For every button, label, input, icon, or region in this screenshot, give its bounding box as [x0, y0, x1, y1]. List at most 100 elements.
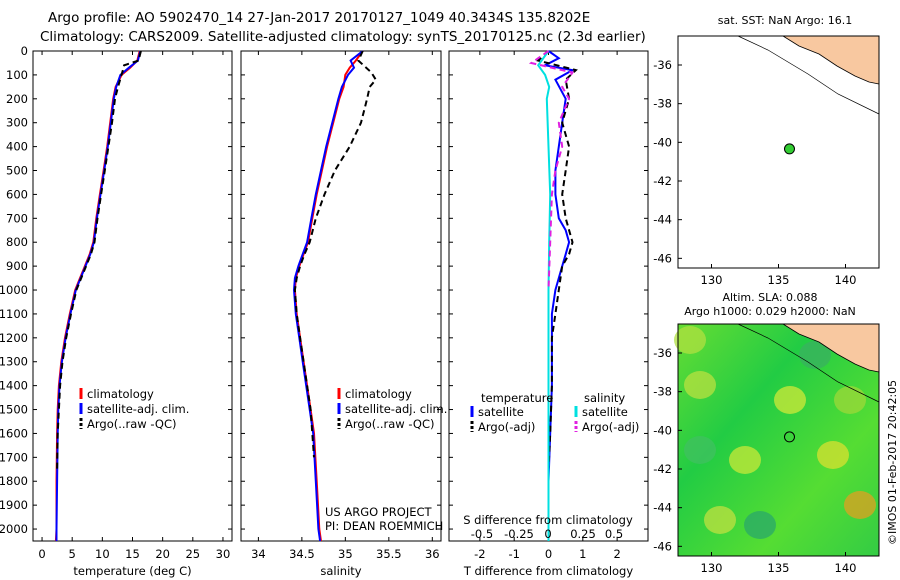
sst-map-isobath	[737, 35, 880, 115]
legend-label: Argo(-adj)	[478, 420, 535, 434]
x-tick-label: 25	[185, 547, 200, 561]
x-tick-label: 15	[125, 547, 140, 561]
sla-anomaly	[684, 371, 716, 399]
legend-label: climatology	[87, 387, 154, 401]
depth-tick-label: 700	[6, 211, 28, 225]
x-tick-label: 5	[69, 547, 76, 561]
lat-tick-label: -46	[653, 539, 672, 553]
depth-tick-label: 1900	[0, 498, 28, 512]
legend-header-salinity: salinity	[584, 391, 625, 405]
legend-label: Argo(-adj)	[582, 420, 639, 434]
sla-anomaly	[684, 436, 716, 464]
x-axis-label: salinity	[320, 564, 361, 578]
legend-label: satellite	[478, 405, 524, 419]
lat-tick-label: -38	[653, 97, 672, 111]
lat-tick-label: -46	[653, 251, 672, 265]
series-line-s-satellite	[536, 50, 552, 541]
x-tick-label: 10	[95, 547, 110, 561]
title-line1: Argo profile: AO 5902470_14 27-Jan-2017 …	[48, 10, 591, 26]
sla-anomaly	[844, 491, 876, 519]
sla-map-land	[781, 323, 880, 373]
depth-tick-label: 100	[6, 68, 28, 82]
lon-tick-label: 140	[835, 273, 857, 287]
argo-float-marker	[783, 431, 795, 443]
sla-anomaly	[674, 326, 706, 354]
sla-map-title-line2: Argo h1000: 0.029 h2000: NaN	[684, 305, 856, 318]
lat-tick-label: -36	[653, 346, 672, 360]
lat-tick-label: -42	[653, 462, 672, 476]
lat-tick-label: -44	[653, 501, 672, 515]
series-line-satellite-adj-clim-	[292, 50, 364, 542]
depth-tick-label: 1700	[0, 450, 28, 464]
lon-tick-label: 130	[701, 273, 723, 287]
lat-tick-label: -44	[653, 213, 672, 227]
depth-tick-label: 400	[6, 140, 28, 154]
series-line-s-argo-adj-	[528, 50, 575, 291]
legend-label: climatology	[345, 387, 412, 401]
x-tick-label: 34	[251, 547, 266, 561]
title-line2: Climatology: CARS2009. Satellite-adjuste…	[40, 29, 646, 45]
x-tick-label: 1	[579, 547, 586, 561]
depth-tick-label: 1500	[0, 403, 28, 417]
series-line-climatology	[54, 50, 141, 542]
series-line-climatology	[293, 50, 364, 542]
x-tick-label: 0	[38, 547, 45, 561]
x-tick-label: 35	[338, 547, 353, 561]
x-axis-label: T difference from climatology	[463, 564, 634, 578]
argo-float-marker	[783, 143, 795, 155]
series-line-t-argo-adj-	[536, 50, 578, 470]
x-axis-label: temperature (deg C)	[73, 564, 191, 578]
depth-tick-label: 0	[21, 44, 28, 58]
lat-tick-label: -42	[653, 174, 672, 188]
x-tick-label: 2	[613, 547, 620, 561]
lon-tick-label: 140	[835, 561, 857, 575]
series-line-argo-raw-qc-	[293, 50, 378, 458]
x-axis-label-top: S difference from climatology	[463, 513, 633, 527]
pi-annotation: PI: DEAN ROEMMICH	[325, 519, 443, 533]
s-tick-label: -0.25	[504, 527, 534, 541]
temperature-panel-frame	[32, 50, 233, 542]
lat-tick-label: -38	[653, 385, 672, 399]
x-tick-label: 35.5	[376, 547, 402, 561]
legend-label: satellite	[582, 405, 628, 419]
legend-label: satellite-adj. clim.	[345, 402, 447, 416]
depth-tick-label: 2000	[0, 522, 28, 536]
sst-map-title: sat. SST: NaN Argo: 16.1	[718, 14, 852, 27]
sla-anomaly	[744, 511, 776, 539]
lat-tick-label: -40	[653, 423, 672, 437]
lon-tick-label: 130	[701, 561, 723, 575]
s-tick-label: 0.5	[605, 527, 623, 541]
depth-tick-label: 900	[6, 259, 28, 273]
sla-map-title-line1: Altim. SLA: 0.088	[722, 291, 817, 304]
lat-tick-label: -40	[653, 135, 672, 149]
lon-tick-label: 135	[768, 273, 790, 287]
depth-tick-label: 600	[6, 187, 28, 201]
sst-map-ocean	[678, 36, 879, 268]
x-tick-label: 0	[545, 547, 552, 561]
sla-anomaly	[817, 441, 849, 469]
legend-header-temperature: temperature	[481, 391, 553, 405]
depth-tick-label: 200	[6, 92, 28, 106]
sla-anomaly	[729, 446, 761, 474]
x-tick-label: -1	[508, 547, 519, 561]
legend-label: satellite-adj. clim.	[87, 402, 189, 416]
depth-tick-label: 1800	[0, 474, 28, 488]
s-tick-label: 0.25	[570, 527, 596, 541]
sla-anomaly	[704, 506, 736, 534]
lon-tick-label: 135	[768, 561, 790, 575]
x-tick-label: 20	[155, 547, 170, 561]
depth-tick-label: 1200	[0, 331, 28, 345]
x-tick-label: 30	[216, 547, 231, 561]
x-tick-label: 36	[425, 547, 440, 561]
x-tick-label: -2	[474, 547, 485, 561]
depth-tick-label: 1300	[0, 355, 28, 369]
depth-tick-label: 300	[6, 116, 28, 130]
sla-anomaly	[774, 386, 806, 414]
legend-label: Argo(..raw -QC)	[87, 417, 177, 431]
series-line-argo-raw-qc-	[56, 50, 142, 470]
sla-map-isobath	[737, 323, 880, 403]
sst-map-land	[781, 35, 880, 85]
depth-tick-label: 1400	[0, 379, 28, 393]
x-tick-label: 34.5	[289, 547, 315, 561]
